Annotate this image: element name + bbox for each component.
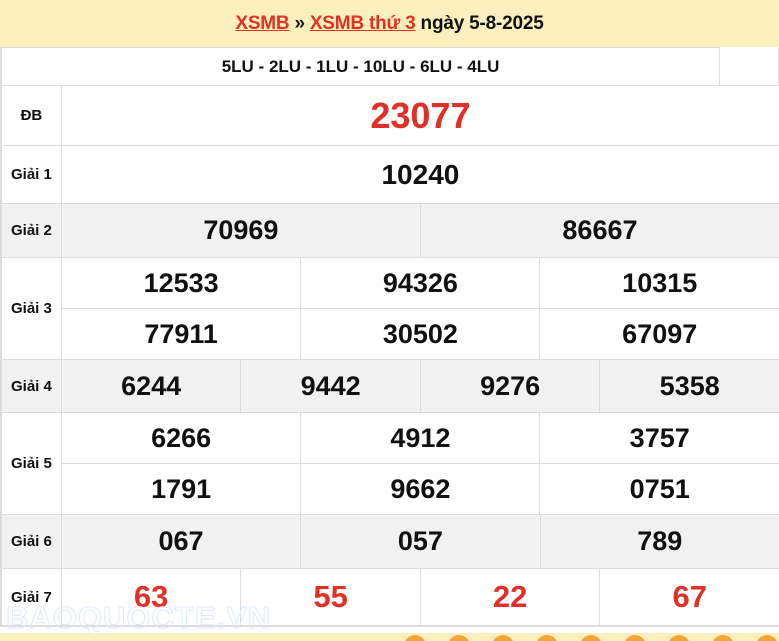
- prize-value-g5-2: 4912: [300, 413, 541, 464]
- lottery-ball-icon: [668, 635, 690, 641]
- prize-value-g6-2: 057: [300, 514, 541, 569]
- lottery-results-table: 5LU - 2LU - 1LU - 10LU - 6LU - 4LU ĐB 23…: [0, 47, 779, 626]
- row-label-g2: Giải 2: [1, 203, 62, 258]
- prize-subrow-g5-1: 6266 4912 3757: [61, 413, 779, 464]
- table-row-g7: Giải 7 63 55 22 67: [1, 568, 779, 626]
- prize-value-g3-4: 77911: [61, 308, 302, 359]
- lottery-ball-row: [404, 635, 779, 641]
- subheader-lottery-codes[interactable]: 5LU - 2LU - 1LU - 10LU - 6LU - 4LU: [0, 47, 721, 86]
- prize-value-g7-4: 67: [599, 568, 779, 626]
- row-label-g7: Giải 7: [1, 568, 62, 626]
- row-label-g4: Giải 4: [1, 359, 62, 413]
- lottery-ball-icon: [580, 635, 602, 641]
- prize-value-g5-5: 9662: [300, 463, 541, 514]
- header-link-xsmb-weekday[interactable]: XSMB thứ 3: [309, 12, 416, 34]
- table-row-g4: Giải 4 6244 9442 9276 5358: [1, 359, 779, 413]
- prize-value-g3-5: 30502: [300, 308, 541, 359]
- prize-subrow-g3-1: 12533 94326 10315: [61, 258, 779, 309]
- table-row-g2: Giải 2 70969 86667: [1, 203, 779, 258]
- row-label-g1: Giải 1: [1, 145, 62, 204]
- header-separator: »: [294, 12, 305, 34]
- prize-grid-g3: 12533 94326 10315 77911 30502 67097: [61, 258, 779, 359]
- header-link-xsmb[interactable]: XSMB: [235, 12, 290, 34]
- prize-value-g1: 10240: [60, 145, 779, 204]
- header-date: ngày 5-8-2025: [420, 12, 544, 34]
- prize-value-g5-3: 3757: [539, 413, 779, 464]
- lottery-ball-icon: [404, 635, 426, 641]
- prize-value-g5-1: 6266: [61, 413, 302, 464]
- prize-value-g5-4: 1791: [61, 463, 302, 514]
- prize-value-db: 23077: [60, 85, 779, 146]
- lottery-ball-icon: [536, 635, 558, 641]
- prize-subrow-g5-2: 1791 9662 0751: [61, 463, 779, 514]
- prize-group-g3: 12533 94326 10315 77911 30502 67097: [60, 257, 779, 360]
- page-header-band: XSMB » XSMB thứ 3 ngày 5-8-2025: [0, 0, 779, 47]
- table-row-db: ĐB 23077: [1, 85, 779, 146]
- prize-value-g4-2: 9442: [240, 359, 421, 413]
- row-label-g3: Giải 3: [1, 257, 62, 360]
- prize-value-g3-3: 10315: [539, 258, 779, 309]
- prize-value-g5-6: 0751: [539, 463, 779, 514]
- prize-grid-g5: 6266 4912 3757 1791 9662 0751: [61, 413, 779, 514]
- lottery-ball-icon: [712, 635, 734, 641]
- table-row-g6: Giải 6 067 057 789: [1, 514, 779, 569]
- lottery-ball-icon: [756, 635, 778, 641]
- lottery-results-table-wrapper: 5LU - 2LU - 1LU - 10LU - 6LU - 4LU ĐB 23…: [0, 47, 779, 627]
- prize-value-g2-1: 70969: [60, 203, 421, 258]
- lottery-ball-icon: [448, 635, 470, 641]
- row-label-db: ĐB: [1, 85, 62, 146]
- row-label-g5: Giải 5: [1, 412, 62, 515]
- prize-value-g6-1: 067: [60, 514, 302, 569]
- row-label-g6: Giải 6: [1, 514, 62, 569]
- prize-value-g3-6: 67097: [539, 308, 779, 359]
- bottom-decoration-strip: [0, 633, 779, 641]
- prize-value-g3-1: 12533: [61, 258, 302, 309]
- table-row-g1: Giải 1 10240: [1, 145, 779, 204]
- prize-group-g5: 6266 4912 3757 1791 9662 0751: [60, 412, 779, 515]
- prize-value-g4-3: 9276: [419, 359, 601, 413]
- table-row-g5: Giải 5 6266 4912 3757 1791 9662 0751: [1, 412, 779, 515]
- prize-subrow-g3-2: 77911 30502 67097: [61, 308, 779, 359]
- prize-value-g7-1: 63: [60, 568, 242, 626]
- prize-value-g7-3: 22: [419, 568, 601, 626]
- prize-value-g3-2: 94326: [300, 258, 541, 309]
- prize-value-g7-2: 55: [240, 568, 421, 626]
- prize-value-g2-2: 86667: [419, 203, 779, 258]
- prize-value-g6-3: 789: [539, 514, 779, 569]
- lottery-ball-icon: [492, 635, 514, 641]
- prize-value-g4-1: 6244: [60, 359, 242, 413]
- table-row-g3: Giải 3 12533 94326 10315 77911 30502 670…: [1, 257, 779, 360]
- lottery-ball-icon: [624, 635, 646, 641]
- prize-value-g4-4: 5358: [599, 359, 779, 413]
- table-subheader-row: 5LU - 2LU - 1LU - 10LU - 6LU - 4LU: [0, 47, 779, 86]
